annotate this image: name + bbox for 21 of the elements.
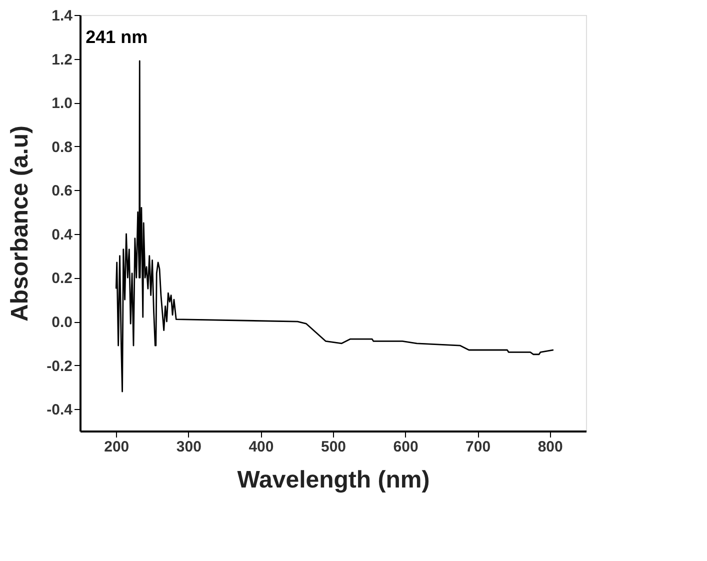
x-tick-label: 700 [466,438,491,456]
y-tick-label: 0.4 [52,226,74,244]
annotation: 241 nm [86,26,148,47]
y-tick-label: 1.0 [52,95,72,112]
x-tick-label: 600 [393,438,418,456]
y-tick-label: 0.0 [52,314,72,332]
line-series [115,60,554,392]
y-axis-title: Absorbance (a.u) [6,125,34,322]
y-tick-label: -0.2 [46,358,72,375]
y-tick-label: 1.4 [52,8,74,24]
x-axis-title: Wavelength (nm) [237,466,430,494]
y-tick-label: 0.2 [52,270,72,288]
y-tick-label: 0.8 [52,138,72,156]
x-tick-label: 200 [104,438,130,456]
y-tick-label: 1.2 [52,51,72,68]
x-tick-label: 800 [538,438,563,456]
x-tick-label: 300 [176,438,202,456]
y-tick-label: 0.6 [52,182,72,200]
x-tick-label: 400 [248,438,274,456]
x-tick-label: 500 [320,438,346,456]
y-tick-label: -0.4 [46,402,74,419]
